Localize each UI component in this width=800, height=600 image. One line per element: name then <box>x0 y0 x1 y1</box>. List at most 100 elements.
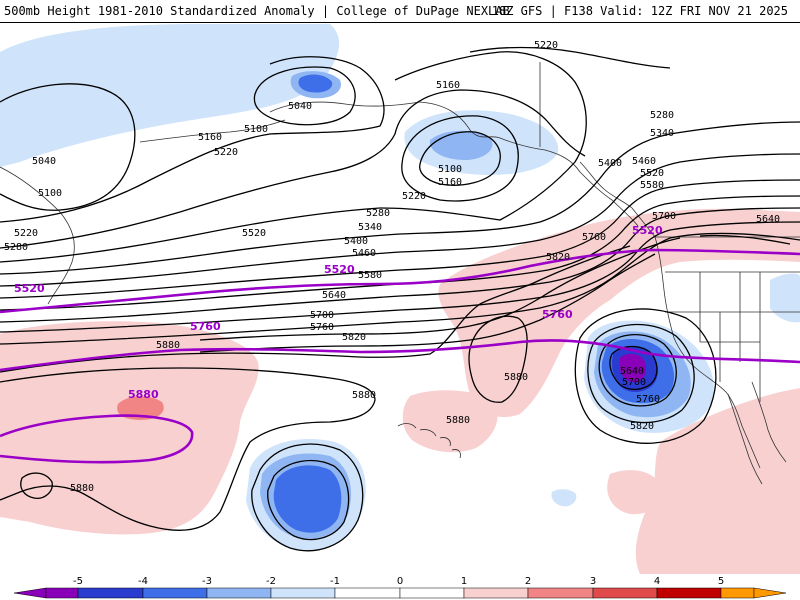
header-bar: 500mb Height 1981-2010 Standardized Anom… <box>0 0 800 23</box>
hlabel-5520-east: 5520 <box>632 224 663 237</box>
contour-5040-west <box>0 83 136 211</box>
hlabel-5520-west: 5520 <box>14 282 45 295</box>
contour-pacific-low-2 <box>251 443 364 552</box>
gulf-of-california <box>751 381 787 463</box>
label-5340-center: 5340 <box>358 222 382 233</box>
contour-5280 <box>0 121 800 275</box>
label-5220-mid: 5220 <box>214 147 238 158</box>
aleutian-chain <box>139 119 286 143</box>
label-5640-east: 5640 <box>756 214 780 225</box>
swatch-neg1 <box>270 587 336 599</box>
label-5580-east: 5580 <box>640 180 664 191</box>
swatch-pos1 <box>463 587 529 599</box>
gulf-negative-core <box>429 130 493 160</box>
colorbar-ticks: -5 -4 -3 -2 -1 0 1 2 3 4 5 <box>73 576 724 587</box>
hlabel-5760-west: 5760 <box>190 320 221 333</box>
highlight-5520 <box>0 248 800 314</box>
contour-cal-low-5820 <box>574 308 717 444</box>
contour-pacific-low-1 <box>267 459 350 541</box>
label-5760-low: 5760 <box>636 394 660 405</box>
swatch-pos4 <box>656 587 722 599</box>
label-5340-east: 5340 <box>650 128 674 139</box>
label-5160-north: 5160 <box>198 132 222 143</box>
contour-5400 <box>0 179 800 299</box>
label-5400-east: 5400 <box>598 158 622 169</box>
tick-pos4: 4 <box>654 576 660 587</box>
swatch-neg2 <box>206 587 272 599</box>
contour-cal-low-5700 <box>598 333 677 407</box>
swatch-neg3 <box>142 587 208 599</box>
contour-5640 <box>0 232 800 345</box>
mexico-positive-anomaly <box>635 388 800 574</box>
label-5520-west: 5520 <box>242 228 266 239</box>
tick-pos1: 1 <box>461 576 467 587</box>
swatch-neg5 <box>45 587 79 599</box>
swatch-neg-extreme <box>13 587 47 599</box>
tick-neg5: -5 <box>73 576 83 587</box>
label-5760-center: 5760 <box>310 322 334 333</box>
label-5880-south: 5880 <box>70 483 94 494</box>
contour-5160-gulf <box>401 115 519 202</box>
highlight-labels: 5520 5520 5520 5760 5760 5880 <box>14 224 663 401</box>
california-low-peak <box>620 353 646 383</box>
contour-5040-alaska <box>253 66 356 126</box>
contour-5100-alaska <box>0 56 385 223</box>
label-5400-center: 5400 <box>344 236 368 247</box>
hawaii-positive-anomaly <box>402 390 498 453</box>
label-5220-center: 5220 <box>402 191 426 202</box>
baja-california <box>727 393 763 485</box>
alaska-negative-inner <box>298 74 333 93</box>
label-5880-east: 5880 <box>504 372 528 383</box>
tick-pos2: 2 <box>525 576 531 587</box>
label-5520-east: 5520 <box>640 168 664 179</box>
label-5220-top: 5220 <box>534 40 558 51</box>
swatch-pos-extreme <box>753 587 787 599</box>
positive-anomaly-areas <box>0 208 800 574</box>
swatch-pos3 <box>592 587 658 599</box>
colorbar-swatches <box>13 587 787 599</box>
swatch-neutral-pos <box>399 587 465 599</box>
contour-5460 <box>0 195 800 311</box>
tick-neg2: -2 <box>266 576 276 587</box>
label-5040-west: 5040 <box>32 156 56 167</box>
label-5280-east: 5280 <box>650 110 674 121</box>
contour-5640-east <box>699 234 791 245</box>
central-pacific-positive-mid <box>117 396 164 420</box>
label-5100-gulf: 5100 <box>438 164 462 175</box>
small-negative-anomaly <box>551 489 577 507</box>
great-basin-negative-anomaly <box>770 273 800 323</box>
west-coast <box>654 236 761 469</box>
contour-5340 <box>0 153 800 287</box>
label-5820-east: 5820 <box>546 252 570 263</box>
label-5820-low: 5820 <box>630 421 654 432</box>
contour-5100-gulf <box>419 131 501 186</box>
label-5640-low: 5640 <box>620 366 644 377</box>
tick-0: 0 <box>397 576 403 587</box>
contour-labels: 5040 5040 5100 5100 5100 5160 5160 5160 … <box>4 40 780 494</box>
colorbar: -5 -4 -3 -2 -1 0 1 2 3 4 5 <box>0 574 800 600</box>
tick-pos3: 3 <box>590 576 596 587</box>
label-5640-center: 5640 <box>322 290 346 301</box>
contour-5760 <box>199 253 656 353</box>
swatch-pos5 <box>720 587 755 599</box>
label-5760-east: 5760 <box>582 232 606 243</box>
anomaly-map: 5040 5040 5100 5100 5100 5160 5160 5160 … <box>0 24 800 574</box>
tick-neg4: -4 <box>138 576 148 587</box>
hlabel-5880: 5880 <box>128 388 159 401</box>
us-state-borders <box>665 271 800 402</box>
alaska-coast <box>269 101 639 227</box>
tick-neg1: -1 <box>330 576 340 587</box>
contour-5580 <box>0 221 800 333</box>
pacific-negative-core <box>273 465 342 533</box>
label-5220-west: 5220 <box>14 228 38 239</box>
tick-neg3: -3 <box>202 576 212 587</box>
label-5880-west: 5880 <box>156 340 180 351</box>
swatch-neutral-neg <box>334 587 401 599</box>
label-5100-north: 5100 <box>244 124 268 135</box>
bc-coast <box>579 161 656 238</box>
colorbar-graphic: -5 -4 -3 -2 -1 0 1 2 3 4 5 <box>13 576 787 599</box>
label-5100-west: 5100 <box>38 188 62 199</box>
highlight-contours <box>0 248 800 464</box>
label-5880-mid: 5880 <box>352 390 376 401</box>
label-5160-east: 5160 <box>436 80 460 91</box>
